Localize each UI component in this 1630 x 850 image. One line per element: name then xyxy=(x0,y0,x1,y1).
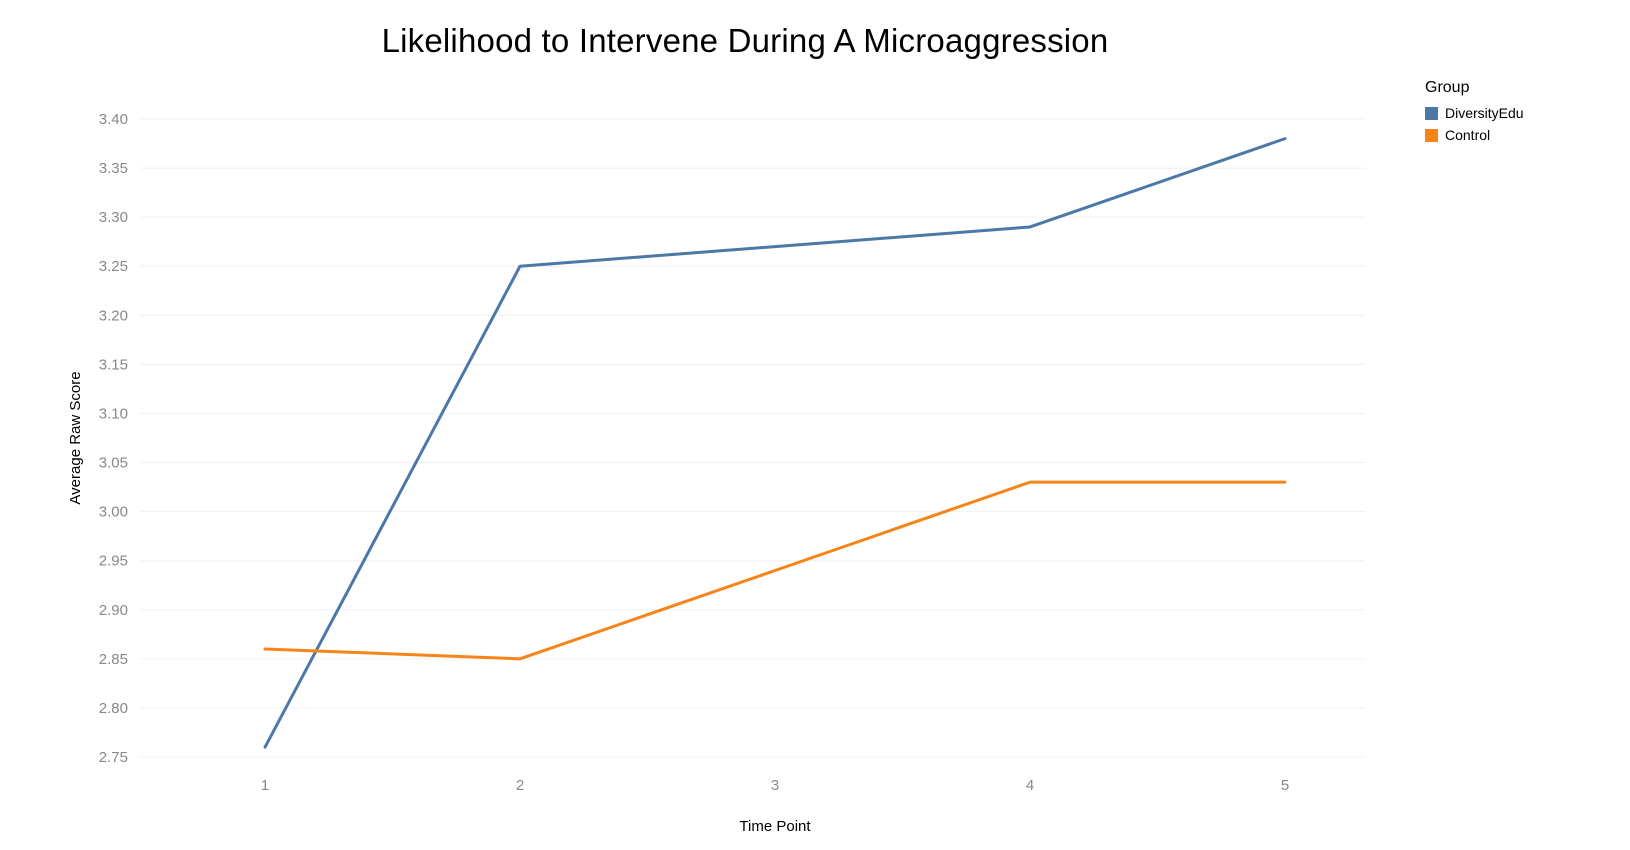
legend-swatch-icon xyxy=(1425,128,1438,142)
y-tick-label: 2.85 xyxy=(99,651,128,668)
x-tick-label: 3 xyxy=(771,777,779,794)
legend-item-control: Control xyxy=(1425,127,1524,143)
x-axis-title: Time Point xyxy=(739,818,811,835)
legend-label: DiversityEdu xyxy=(1445,105,1524,121)
y-tick-label: 3.25 xyxy=(99,258,128,275)
legend-title: Group xyxy=(1425,79,1470,96)
legend-item-diversityedu: DiversityEdu xyxy=(1425,105,1524,121)
legend: Group DiversityEdu Control xyxy=(1425,79,1524,143)
y-tick-label: 2.95 xyxy=(99,553,128,570)
y-tick-label: 3.10 xyxy=(99,405,128,422)
x-tick-label: 4 xyxy=(1026,777,1034,794)
y-tick-label: 3.20 xyxy=(99,307,128,324)
y-tick-label: 3.35 xyxy=(99,160,128,177)
x-tick-label: 5 xyxy=(1281,777,1289,794)
y-tick-label: 3.00 xyxy=(99,504,128,521)
y-tick-label: 3.30 xyxy=(99,209,128,226)
y-axis-title: Average Raw Score xyxy=(67,371,84,504)
y-tick-label: 3.15 xyxy=(99,356,128,373)
y-tick-label: 3.05 xyxy=(99,455,128,472)
legend-swatch-icon xyxy=(1425,106,1438,120)
y-tick-label: 2.80 xyxy=(99,700,128,717)
y-gridlines xyxy=(140,118,1365,758)
x-tick-label: 1 xyxy=(261,777,269,794)
y-tick-label: 2.90 xyxy=(99,602,128,619)
x-axis-tick-labels: 1 2 3 4 5 xyxy=(261,777,1289,794)
y-tick-label: 2.75 xyxy=(99,749,128,766)
series-line-control xyxy=(263,480,1287,661)
y-tick-label: 3.40 xyxy=(99,111,128,128)
legend-label: Control xyxy=(1445,127,1491,143)
x-tick-label: 2 xyxy=(516,777,524,794)
y-axis-tick-labels: 2.75 2.80 2.85 2.90 2.95 3.00 3.05 3.10 3.15 3.20… xyxy=(99,111,128,766)
chart-title: Likelihood to Intervene During A Microag… xyxy=(381,22,1109,59)
series-line-diversityedu xyxy=(263,137,1287,749)
